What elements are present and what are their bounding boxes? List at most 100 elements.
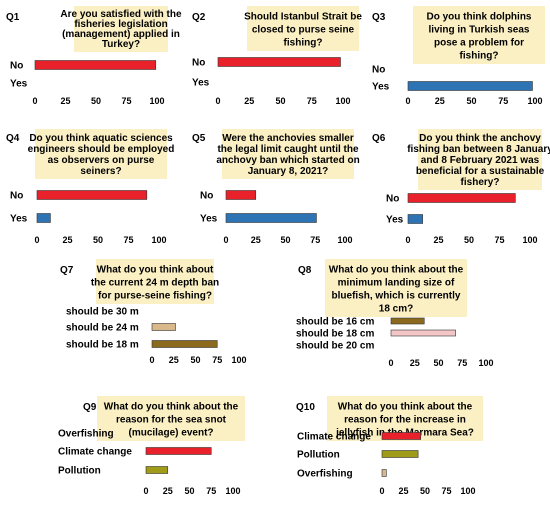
question-text-line: beneficial for a sustainable [416, 166, 545, 177]
question-id-q7: Q7 [60, 265, 74, 276]
bar-q4-1 [36, 213, 51, 223]
question-box [35, 129, 167, 179]
tick-label: 25 [244, 96, 254, 106]
bar-q10-2 [381, 469, 387, 477]
panel-q2: Q2 Should Istanbul Strait be closed to pur… [192, 6, 362, 106]
bar-q8-1 [390, 329, 456, 337]
question-box [418, 129, 542, 190]
question-text-line: anchovy ban which started on [216, 155, 359, 166]
category-label: Pollution [297, 450, 340, 461]
category-label: Overfishing [58, 429, 114, 440]
question-box [97, 396, 245, 441]
tick-label: 0 [32, 96, 37, 106]
tick-label: 100 [527, 96, 542, 106]
panel-q4: Q4 Do you think aquatic sciencesengineers… [6, 129, 174, 245]
question-text-line: Should Istanbul Strait be [244, 11, 362, 22]
tick-label: 0 [388, 358, 393, 368]
bar-q7-2 [151, 340, 218, 348]
tick-label: 100 [231, 355, 246, 365]
tick-label: 100 [522, 235, 537, 245]
question-text-line: 18 cm? [379, 303, 413, 314]
category-label: Climate change [58, 447, 132, 458]
bar-q10-0 [381, 432, 422, 440]
tick-label: 25 [169, 355, 179, 365]
tick-label: 0 [149, 355, 154, 365]
question-text-line: and 8 February 2021 was [421, 155, 540, 166]
tick-label: 25 [62, 235, 72, 245]
tick-label: 25 [433, 235, 443, 245]
tick-label: 50 [280, 235, 290, 245]
tick-label: 75 [121, 96, 131, 106]
tick-label: 50 [464, 235, 474, 245]
bar-q9-2 [145, 466, 169, 474]
question-text-line: pose a problem for [434, 37, 524, 48]
question-id-q2: Q2 [192, 12, 206, 23]
tick-label: 75 [441, 486, 451, 496]
question-text-line: Were the anchovies smaller [222, 133, 354, 144]
tick-label: 0 [379, 486, 384, 496]
question-text-line: the legal limit caught until the [217, 144, 359, 155]
tick-label: 100 [335, 96, 350, 106]
bar-q7-1 [151, 323, 176, 331]
tick-label: 50 [190, 355, 200, 365]
tick-label: 25 [60, 96, 70, 106]
tick-label: 50 [91, 96, 101, 106]
question-text-line: fishing ban between 8 January [407, 144, 550, 155]
category-label: Yes [10, 214, 28, 225]
question-text-line: What do you think about the [329, 264, 464, 275]
category-label: Pollution [58, 466, 101, 477]
question-box [74, 6, 168, 52]
question-text-line: the current 24 m depth ban [91, 277, 219, 288]
question-text-line: What do you think about [97, 264, 214, 275]
question-text-line: fishing? [460, 50, 499, 61]
category-label: Yes [200, 214, 218, 225]
tick-label: 0 [223, 235, 228, 245]
tick-label: 100 [478, 358, 493, 368]
question-text-line: living in Turkish seas [429, 24, 530, 35]
tick-label: 50 [466, 96, 476, 106]
tick-label: 0 [143, 486, 148, 496]
tick-label: 50 [420, 486, 430, 496]
question-text-line: reason for the sea snot [116, 414, 227, 425]
panel-q8: Q8 What do you think about the minimum lan… [296, 259, 494, 368]
panel-q7: Q7 What do you think about the current 24 … [60, 259, 247, 365]
panel-q10: Q10 What do you think about the reason for… [296, 396, 483, 496]
tick-label: 0 [34, 235, 39, 245]
tick-label: 75 [123, 235, 133, 245]
category-label: Overfishing [297, 469, 353, 480]
category-label: No [10, 191, 23, 202]
tick-label: 75 [457, 358, 467, 368]
tick-label: 100 [225, 486, 240, 496]
tick-label: 0 [405, 235, 410, 245]
category-label: Yes [372, 82, 390, 93]
category-label: No [192, 58, 205, 69]
tick-label: 75 [212, 355, 222, 365]
bar-q6-0 [407, 193, 516, 203]
tick-label: 100 [151, 235, 166, 245]
question-box [325, 259, 467, 317]
category-label: No [10, 61, 23, 72]
category-label: should be 18 cm [296, 329, 374, 340]
question-id-q10: Q10 [296, 402, 315, 413]
tick-label: 50 [184, 486, 194, 496]
category-label: should be 20 cm [296, 341, 374, 352]
bar-q8-0 [390, 317, 425, 325]
question-id-q1: Q1 [6, 12, 20, 23]
bar-q6-1 [407, 214, 423, 224]
bar-q3-1 [407, 81, 533, 91]
question-box [96, 259, 214, 304]
question-text-line: for purse-seine fishing? [98, 290, 212, 301]
category-label: Yes [192, 78, 210, 89]
tick-label: 100 [149, 96, 164, 106]
question-text-line: fisheries legislation [74, 19, 167, 30]
question-text-line: Do you think dolphins [427, 11, 532, 22]
question-text-line: fishery? [461, 177, 500, 188]
tick-label: 25 [435, 96, 445, 106]
question-text-line: fishing? [284, 37, 323, 48]
tick-label: 75 [307, 96, 317, 106]
tick-label: 75 [206, 486, 216, 496]
